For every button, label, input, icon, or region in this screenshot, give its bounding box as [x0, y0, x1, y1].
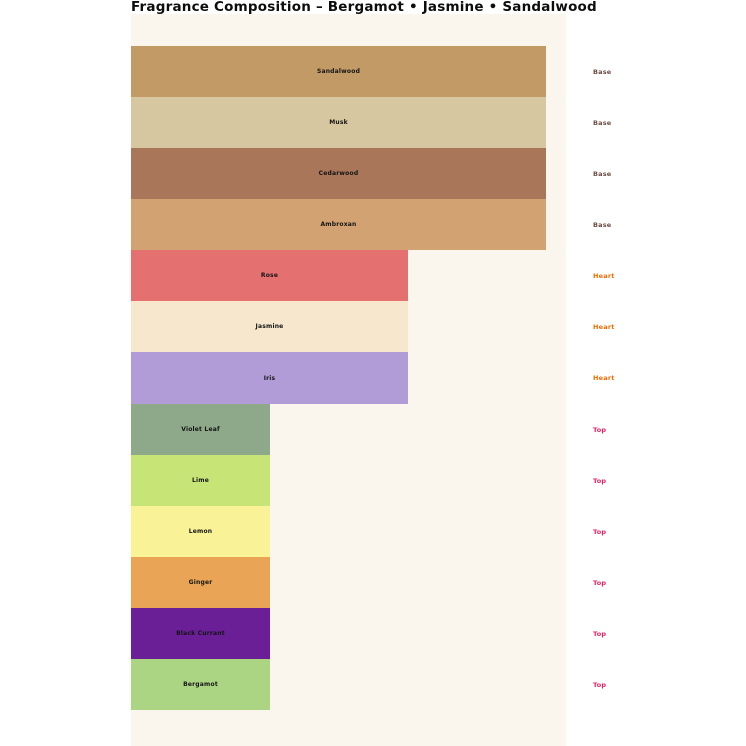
tier-label-sandalwood: Base: [593, 67, 612, 76]
bar-label-iris: Iris: [263, 374, 276, 382]
bar-label-lemon: Lemon: [188, 528, 213, 535]
bar-iris: Iris: [131, 352, 408, 404]
bar-label-musk: Musk: [329, 119, 348, 126]
tier-label-jasmine: Heart: [593, 322, 615, 331]
bar-lemon: Lemon: [131, 506, 270, 557]
bar-label-sandalwood: Sandalwood: [316, 68, 361, 75]
chart-title: Fragrance Composition – Bergamot • Jasmi…: [131, 0, 597, 15]
bar-label-ambroxan: Ambroxan: [320, 221, 357, 228]
bar-label-ginger: Ginger: [188, 579, 213, 586]
tier-label-bergamot: Top: [593, 680, 607, 689]
tier-label-ambroxan: Base: [593, 220, 612, 229]
tier-label-cedarwood: Base: [593, 169, 612, 178]
bar-ginger: Ginger: [131, 557, 270, 608]
tier-label-iris: Heart: [593, 374, 615, 382]
bar-label-bergamot: Bergamot: [183, 681, 218, 688]
bar-bergamot: Bergamot: [131, 659, 270, 710]
tier-label-violet-leaf: Top: [593, 425, 607, 434]
bar-label-violet-leaf: Violet Leaf: [181, 426, 220, 433]
tier-label-black-currant: Top: [593, 629, 607, 638]
bar-lime: Lime: [131, 455, 270, 506]
bar-label-lime: Lime: [191, 477, 209, 484]
tier-label-ginger: Top: [593, 578, 607, 587]
bar-ambroxan: Ambroxan: [131, 199, 546, 250]
bar-jasmine: Jasmine: [131, 301, 408, 352]
bar-black-currant: Black Currant: [131, 608, 270, 659]
bar-rose: Rose: [131, 250, 408, 301]
bar-violet-leaf: Violet Leaf: [131, 404, 270, 455]
bar-musk: Musk: [131, 97, 546, 148]
tier-label-rose: Heart: [593, 271, 615, 280]
bar-label-jasmine: Jasmine: [255, 323, 284, 330]
bar-sandalwood: Sandalwood: [131, 46, 546, 97]
tier-label-lime: Top: [593, 476, 607, 485]
tier-label-musk: Base: [593, 118, 612, 127]
bar-label-rose: Rose: [260, 272, 279, 279]
bar-label-cedarwood: Cedarwood: [318, 170, 359, 177]
tier-label-lemon: Top: [593, 527, 607, 536]
bar-label-black-currant: Black Currant: [176, 630, 225, 637]
bar-cedarwood: Cedarwood: [131, 148, 546, 199]
